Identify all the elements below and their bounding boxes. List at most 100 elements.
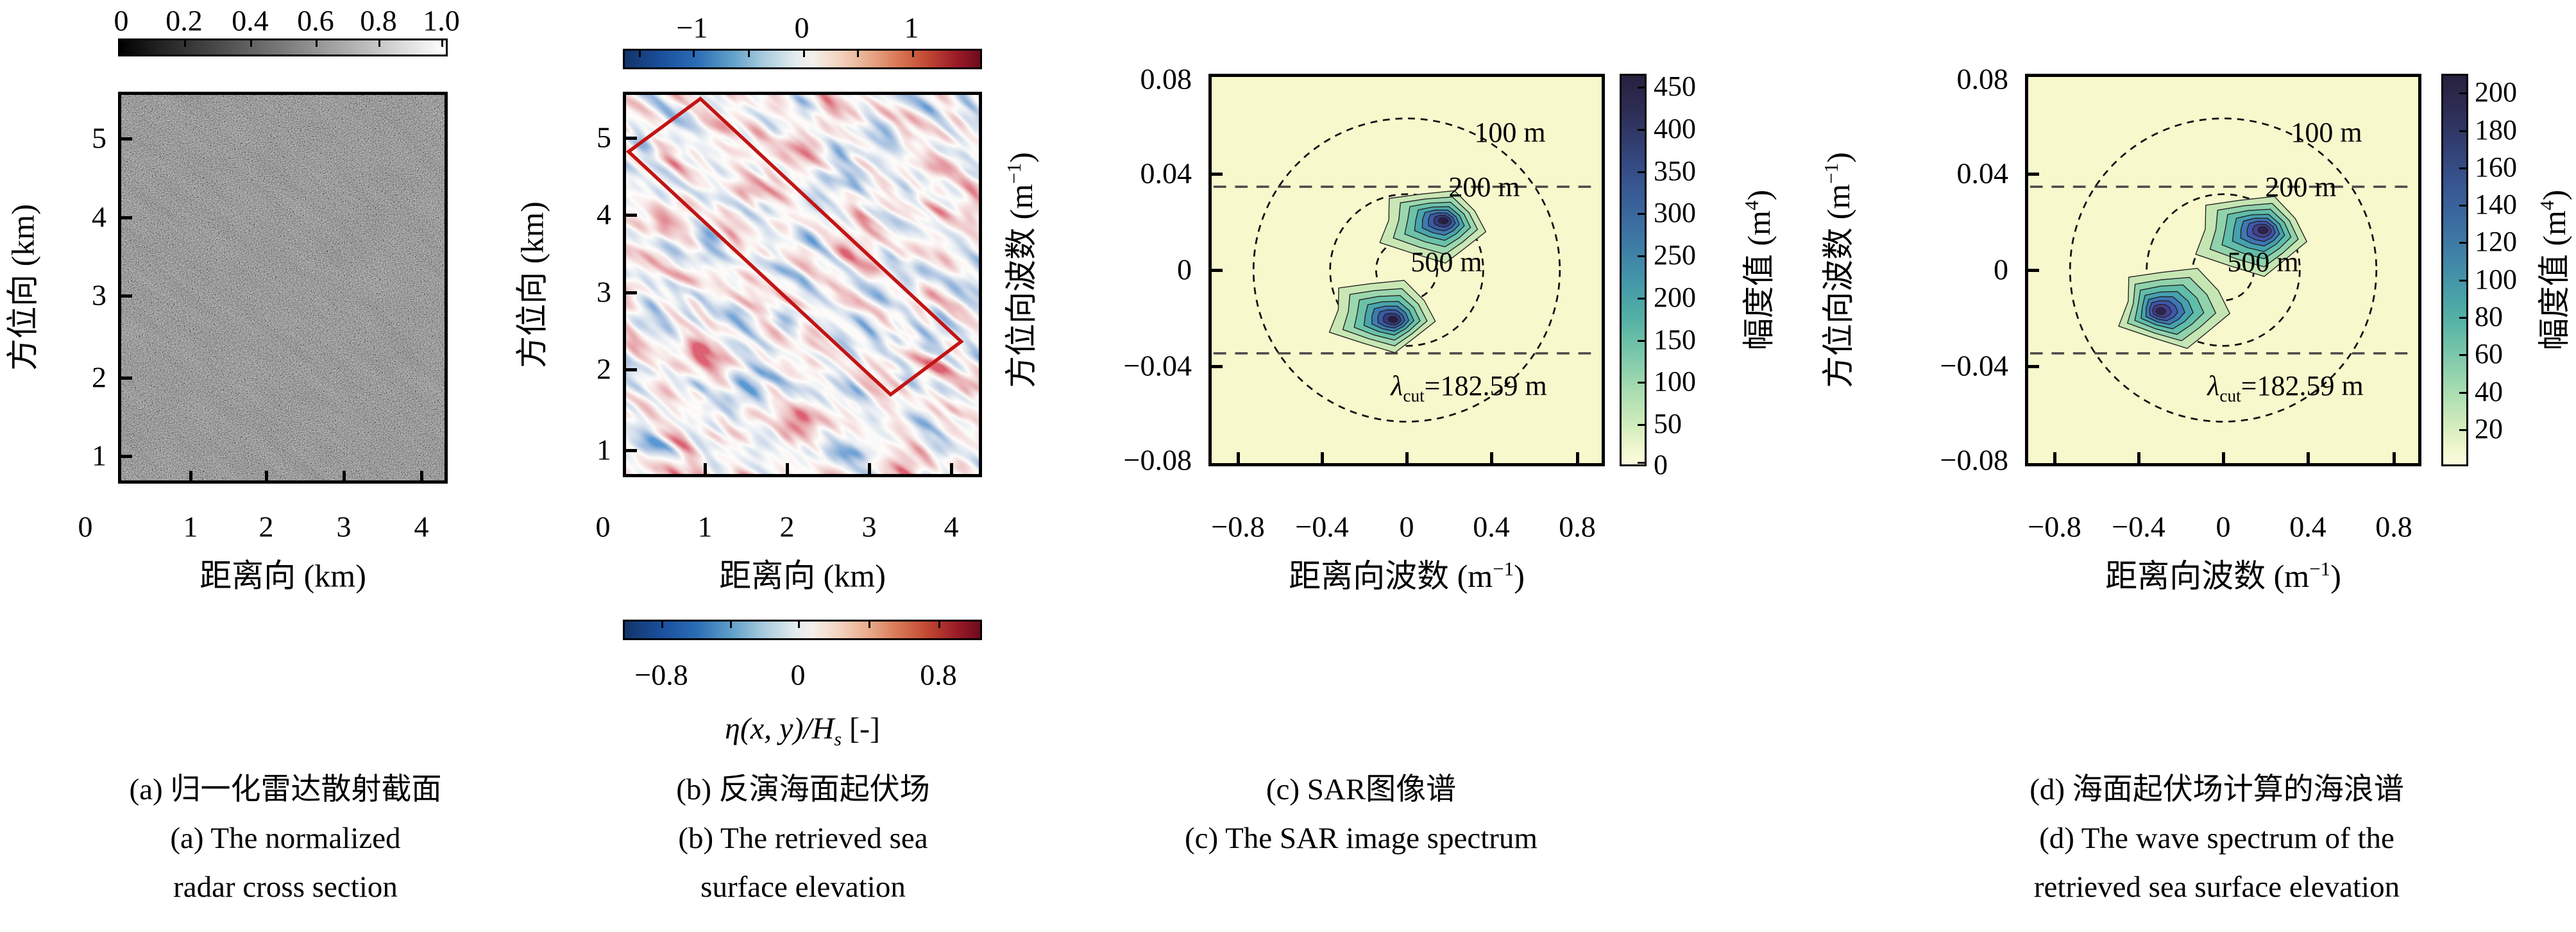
panel-b-ylabel: 方位向 (km) <box>514 201 550 368</box>
panel-b-ytick-label-4: 1 <box>597 433 611 466</box>
caption-d-line-2: retrieved sea surface elevation <box>2033 870 2400 904</box>
panel-c-xtick-label-1: −0.4 <box>1295 510 1349 543</box>
colorbar-d-tick-label-9: 20 <box>2475 412 2503 445</box>
caption-d-line-1: (d) The wave spectrum of the <box>2039 822 2394 856</box>
panel-b-xtick-label-3: 3 <box>861 510 877 543</box>
axis-tick-mark <box>121 377 132 380</box>
panel-a-plot <box>118 92 448 484</box>
panel-d-plot <box>2025 74 2421 466</box>
panel-c-xtick-label-0: −0.8 <box>1211 510 1265 543</box>
panel-c-ytick-label-3: −0.04 <box>1123 349 1192 382</box>
colorbar-a-tick-label-2: 0.4 <box>232 4 269 37</box>
spectral-contour-level-7 <box>2155 307 2167 316</box>
panel-b-ytick-label-3: 2 <box>597 352 611 386</box>
axis-tick-mark <box>2028 365 2039 368</box>
colorbar-d-tick-label-7: 60 <box>2475 337 2503 369</box>
colorbar-c-tick-label-9: 0 <box>1654 448 1668 480</box>
axis-tick-mark <box>938 620 940 628</box>
axis-tick-mark <box>2459 130 2467 132</box>
axis-tick-mark <box>1638 255 1645 257</box>
axis-tick-mark <box>343 471 346 482</box>
axis-tick-mark <box>121 455 132 458</box>
panel-d-xtick-label-2: 0 <box>2216 510 2231 543</box>
axis-tick-mark <box>1638 462 1645 464</box>
axis-tick-mark <box>1490 452 1493 464</box>
panel-d-ylabel-sup: −1 <box>1820 162 1843 184</box>
wavelength-ring-100m <box>1252 117 1561 423</box>
caption-a-line-1: (a) The normalized <box>170 822 401 856</box>
axis-tick-mark <box>2459 92 2467 94</box>
axis-tick-mark <box>868 463 871 475</box>
panel-c-cutoff-annotation: λcut=182.59 m <box>1391 370 1546 405</box>
colorbar-d-tick-label-1: 180 <box>2475 114 2517 146</box>
panel-c-ytick-label-4: −0.08 <box>1123 443 1192 477</box>
panel-a-xtick-label-1: 1 <box>183 510 198 543</box>
axis-tick-mark <box>2459 392 2467 394</box>
panel-c-ring-label-2: 500 m <box>1411 246 1482 278</box>
panel-b-ytick-label-2: 3 <box>597 275 611 309</box>
axis-tick-mark <box>803 49 805 57</box>
colorbar-d-tick-label-0: 200 <box>2475 76 2517 108</box>
axis-tick-mark <box>121 137 132 140</box>
panel-d-colorbar <box>2441 74 2468 466</box>
panel-c-ylabel-pre: 方位向波数 (m <box>1003 183 1039 388</box>
axis-tick-mark <box>704 463 707 475</box>
colorbar-a-tick-label-1: 0.2 <box>165 4 203 37</box>
panel-c-xlabel-sup: −1 <box>1493 557 1514 580</box>
panel-d-xtick-label-1: −0.4 <box>2112 510 2165 543</box>
axis-tick-mark <box>1237 452 1240 464</box>
panel-a-xtick-label-2: 2 <box>258 510 274 543</box>
axis-tick-mark <box>420 471 423 482</box>
panel-b-xtick-label-2: 2 <box>779 510 795 543</box>
caption-a-line-0: (a) 归一化雷达散射截面 <box>129 773 442 807</box>
colorbar-c-tick-label-2: 350 <box>1654 155 1696 187</box>
panel-c-xlabel-post: ) <box>1514 557 1525 594</box>
caption-c-line-1: (c) The SAR image spectrum <box>1185 822 1538 856</box>
panel-b-plot <box>623 92 982 477</box>
panel-d-ylabel: 方位向波数 (m−1) <box>1820 152 1856 388</box>
colorbar-d-tick-label-4: 120 <box>2475 225 2517 257</box>
colorbar-c-tick-label-5: 200 <box>1654 281 1696 313</box>
colorbar-a-tick-label-0: 0 <box>114 4 129 37</box>
panel-b-ytick-label-0: 5 <box>597 121 611 154</box>
lambda-value: =182.59 m <box>2241 370 2364 402</box>
panel-d-xlabel-post: ) <box>2330 557 2341 594</box>
panel-c-cblabel-pre: 幅度值 (m <box>1740 210 1777 351</box>
axis-tick-mark <box>730 620 732 628</box>
axis-tick-mark <box>2459 354 2467 356</box>
axis-tick-mark <box>950 463 953 475</box>
panel-c-plot <box>1208 74 1605 466</box>
panel-d-cblabel-sup: 4 <box>2536 200 2559 211</box>
colorbar-d-tick-label-2: 160 <box>2475 151 2517 183</box>
lambda-symbol: λ <box>1391 370 1403 402</box>
colorbar-b-bottom-tick-label-1: 0 <box>790 658 806 691</box>
panel-a-ylabel: 方位向 (km) <box>4 204 41 371</box>
colorbar-d-tick-label-3: 140 <box>2475 188 2517 220</box>
axis-tick-mark <box>2222 452 2225 464</box>
axis-tick-mark <box>250 38 252 47</box>
axis-tick-mark <box>857 49 859 57</box>
axis-tick-mark <box>1576 452 1579 464</box>
sar-image-spectrum <box>1213 117 1600 423</box>
colorbar-a-tick-label-4: 0.8 <box>360 4 397 37</box>
panel-b-ytick-label-1: 4 <box>597 198 611 231</box>
panel-a-ytick-label-3: 2 <box>92 360 106 394</box>
axis-tick-mark <box>639 49 641 57</box>
axis-tick-mark <box>2028 269 2039 272</box>
panel-d-cblabel-post: ) <box>2536 189 2572 201</box>
panel-d-ring-label-1: 200 m <box>2265 171 2337 203</box>
axis-tick-mark <box>2459 242 2467 244</box>
panel-a-ytick-label-4: 1 <box>92 439 106 472</box>
panel-a-ytick-label-0: 5 <box>92 121 106 155</box>
panel-d-xtick-label-0: −0.8 <box>2028 510 2081 543</box>
caption-b-line-1: (b) The retrieved sea <box>678 822 928 856</box>
spectral-contour-level-7 <box>2257 226 2269 234</box>
panel-c-colorbar-label: 幅度值 (m4) <box>1740 190 1777 351</box>
axis-tick-mark <box>625 137 637 140</box>
panel-b-colorbar-bottom <box>623 620 982 640</box>
panel-d-colorbar-label: 幅度值 (m4) <box>2536 190 2572 350</box>
axis-tick-mark <box>2137 452 2140 464</box>
panel-a-xtick-label-0: 0 <box>78 510 93 543</box>
lambda-symbol: λ <box>2207 370 2220 402</box>
